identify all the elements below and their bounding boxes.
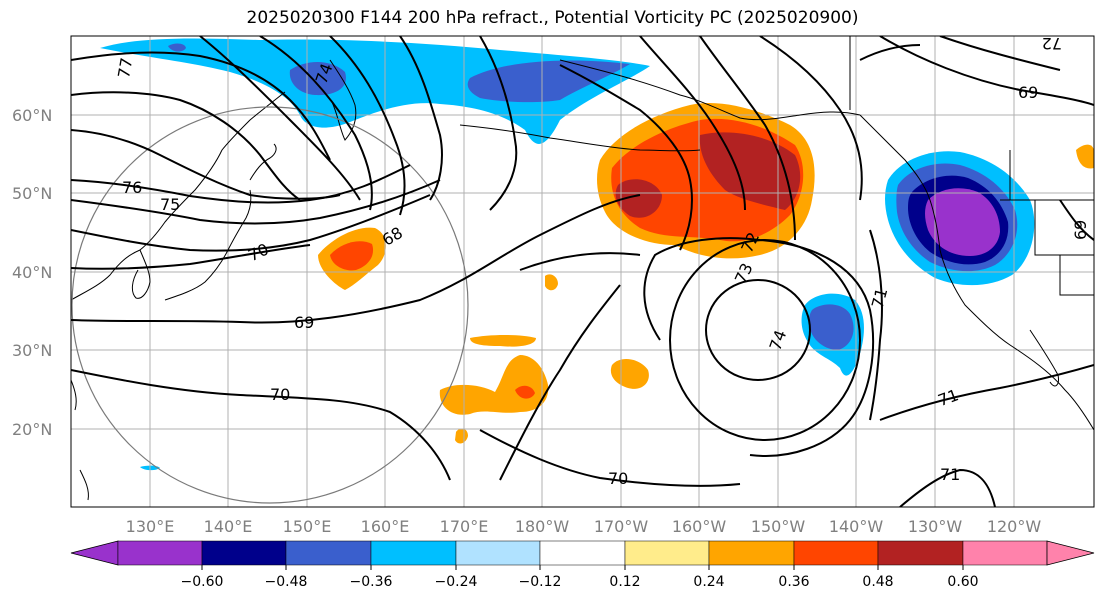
- positive-anomaly-alaska-core-2: [615, 179, 662, 218]
- refractivity-contours: [71, 36, 1094, 507]
- colorbar-segment: [962, 540, 1048, 566]
- lon-label: 120°W: [987, 517, 1042, 536]
- colorbar-segment: [201, 540, 287, 566]
- map-frame: [70, 35, 1095, 508]
- colorbar-segment: [539, 540, 626, 566]
- longitude-axis: 130°E 140°E 150°E 160°E 170°E 180°W 170°…: [126, 517, 1042, 536]
- colorbar-segment: [708, 540, 795, 566]
- colorbar-tick-label: −0.36: [350, 574, 393, 590]
- positive-anomaly-subtropics-core: [515, 385, 535, 399]
- lon-label: 140°W: [829, 517, 884, 536]
- colorbar-tick-label: −0.48: [265, 574, 308, 590]
- positive-anomaly-small-3: [545, 274, 558, 291]
- lon-label: 130°E: [126, 517, 175, 536]
- colorbar-tick-label: −0.12: [519, 574, 562, 590]
- positive-anomaly-alaska-core: [699, 132, 801, 210]
- colorbar-segment: [117, 540, 203, 566]
- colorbar-segment: [455, 540, 541, 566]
- contour-label-71-south: 71: [940, 465, 960, 484]
- positive-anomaly-small-1: [610, 358, 649, 389]
- lat-label: 20°N: [12, 420, 52, 439]
- lon-label: 140°E: [204, 517, 253, 536]
- colorbar-tick-label: 0.36: [778, 574, 809, 590]
- lon-label: 130°W: [908, 517, 963, 536]
- lon-label: 180°W: [515, 517, 570, 536]
- negative-anomaly-subtropical-east-core: [808, 304, 854, 350]
- colorbar-tick-label: 0.12: [609, 574, 640, 590]
- contour-label-69-west: 69: [294, 313, 314, 332]
- pv-anomaly-fills: [100, 38, 1094, 471]
- positive-anomaly-bar: [470, 335, 536, 347]
- lon-label: 170°E: [440, 517, 489, 536]
- positive-anomaly-subtropics: [439, 355, 549, 415]
- positive-anomaly-small-2: [455, 428, 468, 444]
- contour-label-71-center: 71: [868, 286, 892, 311]
- coastlines: [71, 36, 1094, 501]
- contour-label-76: 76: [122, 178, 142, 197]
- contour-label-70-south: 70: [270, 385, 290, 404]
- colorbar-tick-label: −0.24: [435, 574, 478, 590]
- colorbar-tick-label: 0.24: [693, 574, 724, 590]
- colorbar-tick-label: 0.48: [862, 574, 893, 590]
- positive-anomaly-east-edge: [1076, 144, 1094, 169]
- colorbar-tick-label: 0.60: [947, 574, 978, 590]
- colorbar-segment: [624, 540, 710, 566]
- lon-label: 160°E: [361, 517, 410, 536]
- lon-label: 160°W: [672, 517, 727, 536]
- lon-label: 150°E: [283, 517, 332, 536]
- colorbar-segment: [370, 540, 457, 566]
- colorbar-segment: [877, 540, 964, 566]
- colorbar-tick-label: −0.60: [181, 574, 224, 590]
- map-title: 2025020300 F144 200 hPa refract., Potent…: [246, 8, 859, 28]
- lat-label: 30°N: [12, 341, 52, 360]
- lat-label: 40°N: [12, 263, 52, 282]
- colorbar: −0.60 −0.48 −0.36 −0.24 −0.12 0.12 0.24 …: [70, 540, 1095, 590]
- lat-label: 50°N: [12, 184, 52, 203]
- contour-label-72-northeast: 72: [1042, 34, 1062, 53]
- contour-label-69-east-edge: 69: [1071, 220, 1090, 240]
- colorbar-max-extension: [1046, 540, 1095, 566]
- colorbar-segment: [285, 540, 372, 566]
- contour-label-77: 77: [114, 56, 136, 79]
- contour-label-69-northeast: 69: [1018, 83, 1038, 102]
- negative-anomaly-north-core-3: [168, 43, 186, 52]
- region-circle: [71, 106, 469, 504]
- negative-anomaly-north: [100, 38, 650, 144]
- latitude-axis: 60°N 50°N 40°N 30°N 20°N: [12, 106, 52, 439]
- lon-label: 170°W: [594, 517, 649, 536]
- negative-anomaly-north-core-2: [467, 60, 630, 103]
- contour-label-70-southeast: 70: [608, 469, 628, 488]
- positive-anomaly-west-pacific-core: [330, 241, 374, 271]
- negative-anomaly-pacific-northwest-core: [925, 188, 1000, 256]
- contour-label-75: 75: [160, 195, 180, 214]
- colorbar-min-extension: [70, 540, 119, 566]
- lon-label: 150°W: [751, 517, 806, 536]
- colorbar-segment: [793, 540, 879, 566]
- lat-label: 60°N: [12, 106, 52, 125]
